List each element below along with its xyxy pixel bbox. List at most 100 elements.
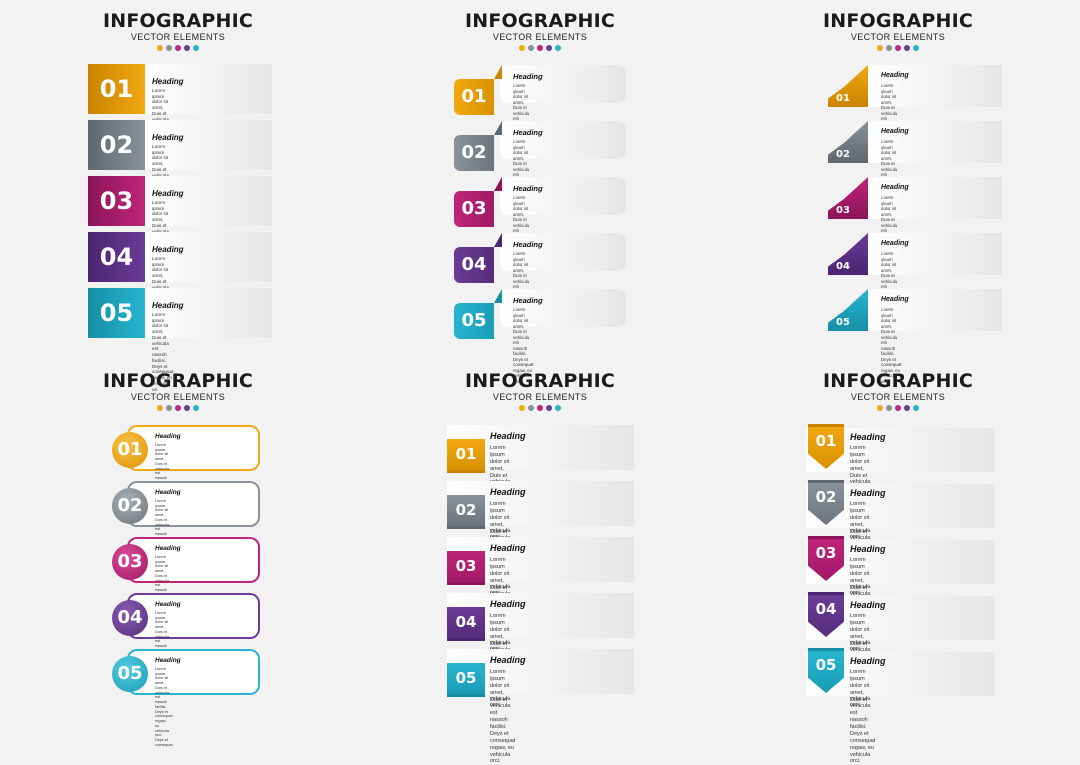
step-heading: Heading xyxy=(490,543,526,553)
rounded-frame xyxy=(127,593,260,639)
color-dot xyxy=(537,45,543,51)
color-dot xyxy=(528,45,534,51)
step-text: Lorem ipsum dolor sit amet, Duis et vehi… xyxy=(513,307,534,384)
step-text: Lorem ipsum dolor sit amet, Duis et vehi… xyxy=(155,667,173,747)
step-heading: Heading xyxy=(881,184,909,191)
color-dots xyxy=(728,45,1068,51)
tab-fold xyxy=(494,121,502,135)
text-card xyxy=(145,232,272,282)
step-number: 05 xyxy=(117,663,143,684)
text-card xyxy=(500,289,626,327)
step-heading: Heading xyxy=(152,189,184,198)
step-heading: Heading xyxy=(490,599,526,609)
step-number: 02 xyxy=(836,149,850,160)
number-tab xyxy=(454,247,494,283)
number-tab xyxy=(88,232,145,282)
text-card xyxy=(500,65,626,103)
color-dot xyxy=(895,45,901,51)
step-heading: Heading xyxy=(152,133,184,142)
step-heading: Heading xyxy=(152,301,184,310)
step-number: 05 xyxy=(461,310,487,331)
number-tab xyxy=(454,191,494,227)
panel-subtitle: VECTOR ELEMENTS xyxy=(130,32,226,42)
step-heading: Heading xyxy=(155,433,181,440)
step-number: 04 xyxy=(461,254,487,275)
color-dot xyxy=(555,405,561,411)
step-number: 01 xyxy=(836,93,850,104)
color-dots xyxy=(370,405,710,411)
step-number: 02 xyxy=(461,142,487,163)
step-number: 02 xyxy=(99,131,134,159)
panel-title: INFOGRAPHIC xyxy=(464,370,616,392)
color-dot xyxy=(166,405,172,411)
step-heading: Heading xyxy=(881,128,909,135)
color-dot xyxy=(166,45,172,51)
step-heading: Heading xyxy=(850,488,886,498)
color-dots xyxy=(370,45,710,51)
step-heading: Heading xyxy=(850,432,886,442)
infographic-panel-4: INFOGRAPHIC VECTOR ELEMENTS 01 Heading L… xyxy=(8,360,348,747)
step-number: 04 xyxy=(836,261,850,272)
panel-subtitle: VECTOR ELEMENTS xyxy=(130,392,226,402)
panel-subtitle: VECTOR ELEMENTS xyxy=(850,392,946,402)
color-dot xyxy=(519,45,525,51)
text-card xyxy=(868,65,1002,107)
panel-title: INFOGRAPHIC xyxy=(822,370,974,392)
color-dot xyxy=(528,405,534,411)
step-heading: Heading xyxy=(490,487,526,497)
text-card xyxy=(868,233,1002,275)
color-dot xyxy=(184,45,190,51)
number-circle xyxy=(112,432,148,468)
color-dot xyxy=(877,45,883,51)
number-circle xyxy=(112,600,148,636)
number-tab xyxy=(447,663,485,697)
rounded-frame xyxy=(127,537,260,583)
panel-title: INFOGRAPHIC xyxy=(464,10,616,32)
step-heading: Heading xyxy=(513,296,543,305)
panel-title: INFOGRAPHIC xyxy=(822,10,974,32)
infographic-panel-5: INFOGRAPHIC VECTOR ELEMENTS 01 Heading L… xyxy=(370,360,710,764)
infographic-panel-6: INFOGRAPHIC VECTOR ELEMENTS 01 Heading L… xyxy=(728,360,1068,764)
number-tab xyxy=(454,79,494,115)
step-number: 04 xyxy=(117,607,143,628)
step-number: 03 xyxy=(117,551,143,572)
panel-subtitle: VECTOR ELEMENTS xyxy=(850,32,946,42)
step-number: 04 xyxy=(455,613,477,631)
color-dot xyxy=(157,45,163,51)
step-text: Lorem ipsum dolor sit amet, Duis et vehi… xyxy=(490,669,516,765)
color-dot xyxy=(193,45,199,51)
step-number: 02 xyxy=(117,495,143,516)
step-heading: Heading xyxy=(850,600,886,610)
step-heading: Heading xyxy=(850,656,886,666)
color-dot xyxy=(175,405,181,411)
rounded-frame xyxy=(127,649,260,695)
step-heading: Heading xyxy=(513,240,543,249)
text-card xyxy=(500,233,626,271)
number-circle xyxy=(112,544,148,580)
step-number: 05 xyxy=(455,669,477,687)
number-circle xyxy=(112,488,148,524)
step-heading: Heading xyxy=(881,72,909,79)
number-circle xyxy=(112,656,148,692)
text-card xyxy=(145,176,272,226)
color-dot xyxy=(519,405,525,411)
step-heading: Heading xyxy=(850,544,886,554)
color-dots xyxy=(728,405,1068,411)
tab-fold xyxy=(494,65,502,79)
step-heading: Heading xyxy=(155,657,181,664)
panel-subtitle: VECTOR ELEMENTS xyxy=(492,392,588,402)
step-number: 03 xyxy=(455,557,477,575)
tab-fold xyxy=(494,233,502,247)
step-heading: Heading xyxy=(490,655,526,665)
step-number: 01 xyxy=(455,445,477,463)
step-number: 02 xyxy=(455,501,477,519)
color-dot xyxy=(175,45,181,51)
step-number: 01 xyxy=(99,75,134,103)
step-number: 01 xyxy=(815,432,837,450)
text-card xyxy=(145,288,272,338)
infographic-panel-3: INFOGRAPHIC VECTOR ELEMENTS 01 Heading L… xyxy=(728,0,1068,384)
step-heading: Heading xyxy=(513,72,543,81)
text-card xyxy=(868,121,1002,163)
color-dots xyxy=(8,45,348,51)
color-dot xyxy=(546,405,552,411)
